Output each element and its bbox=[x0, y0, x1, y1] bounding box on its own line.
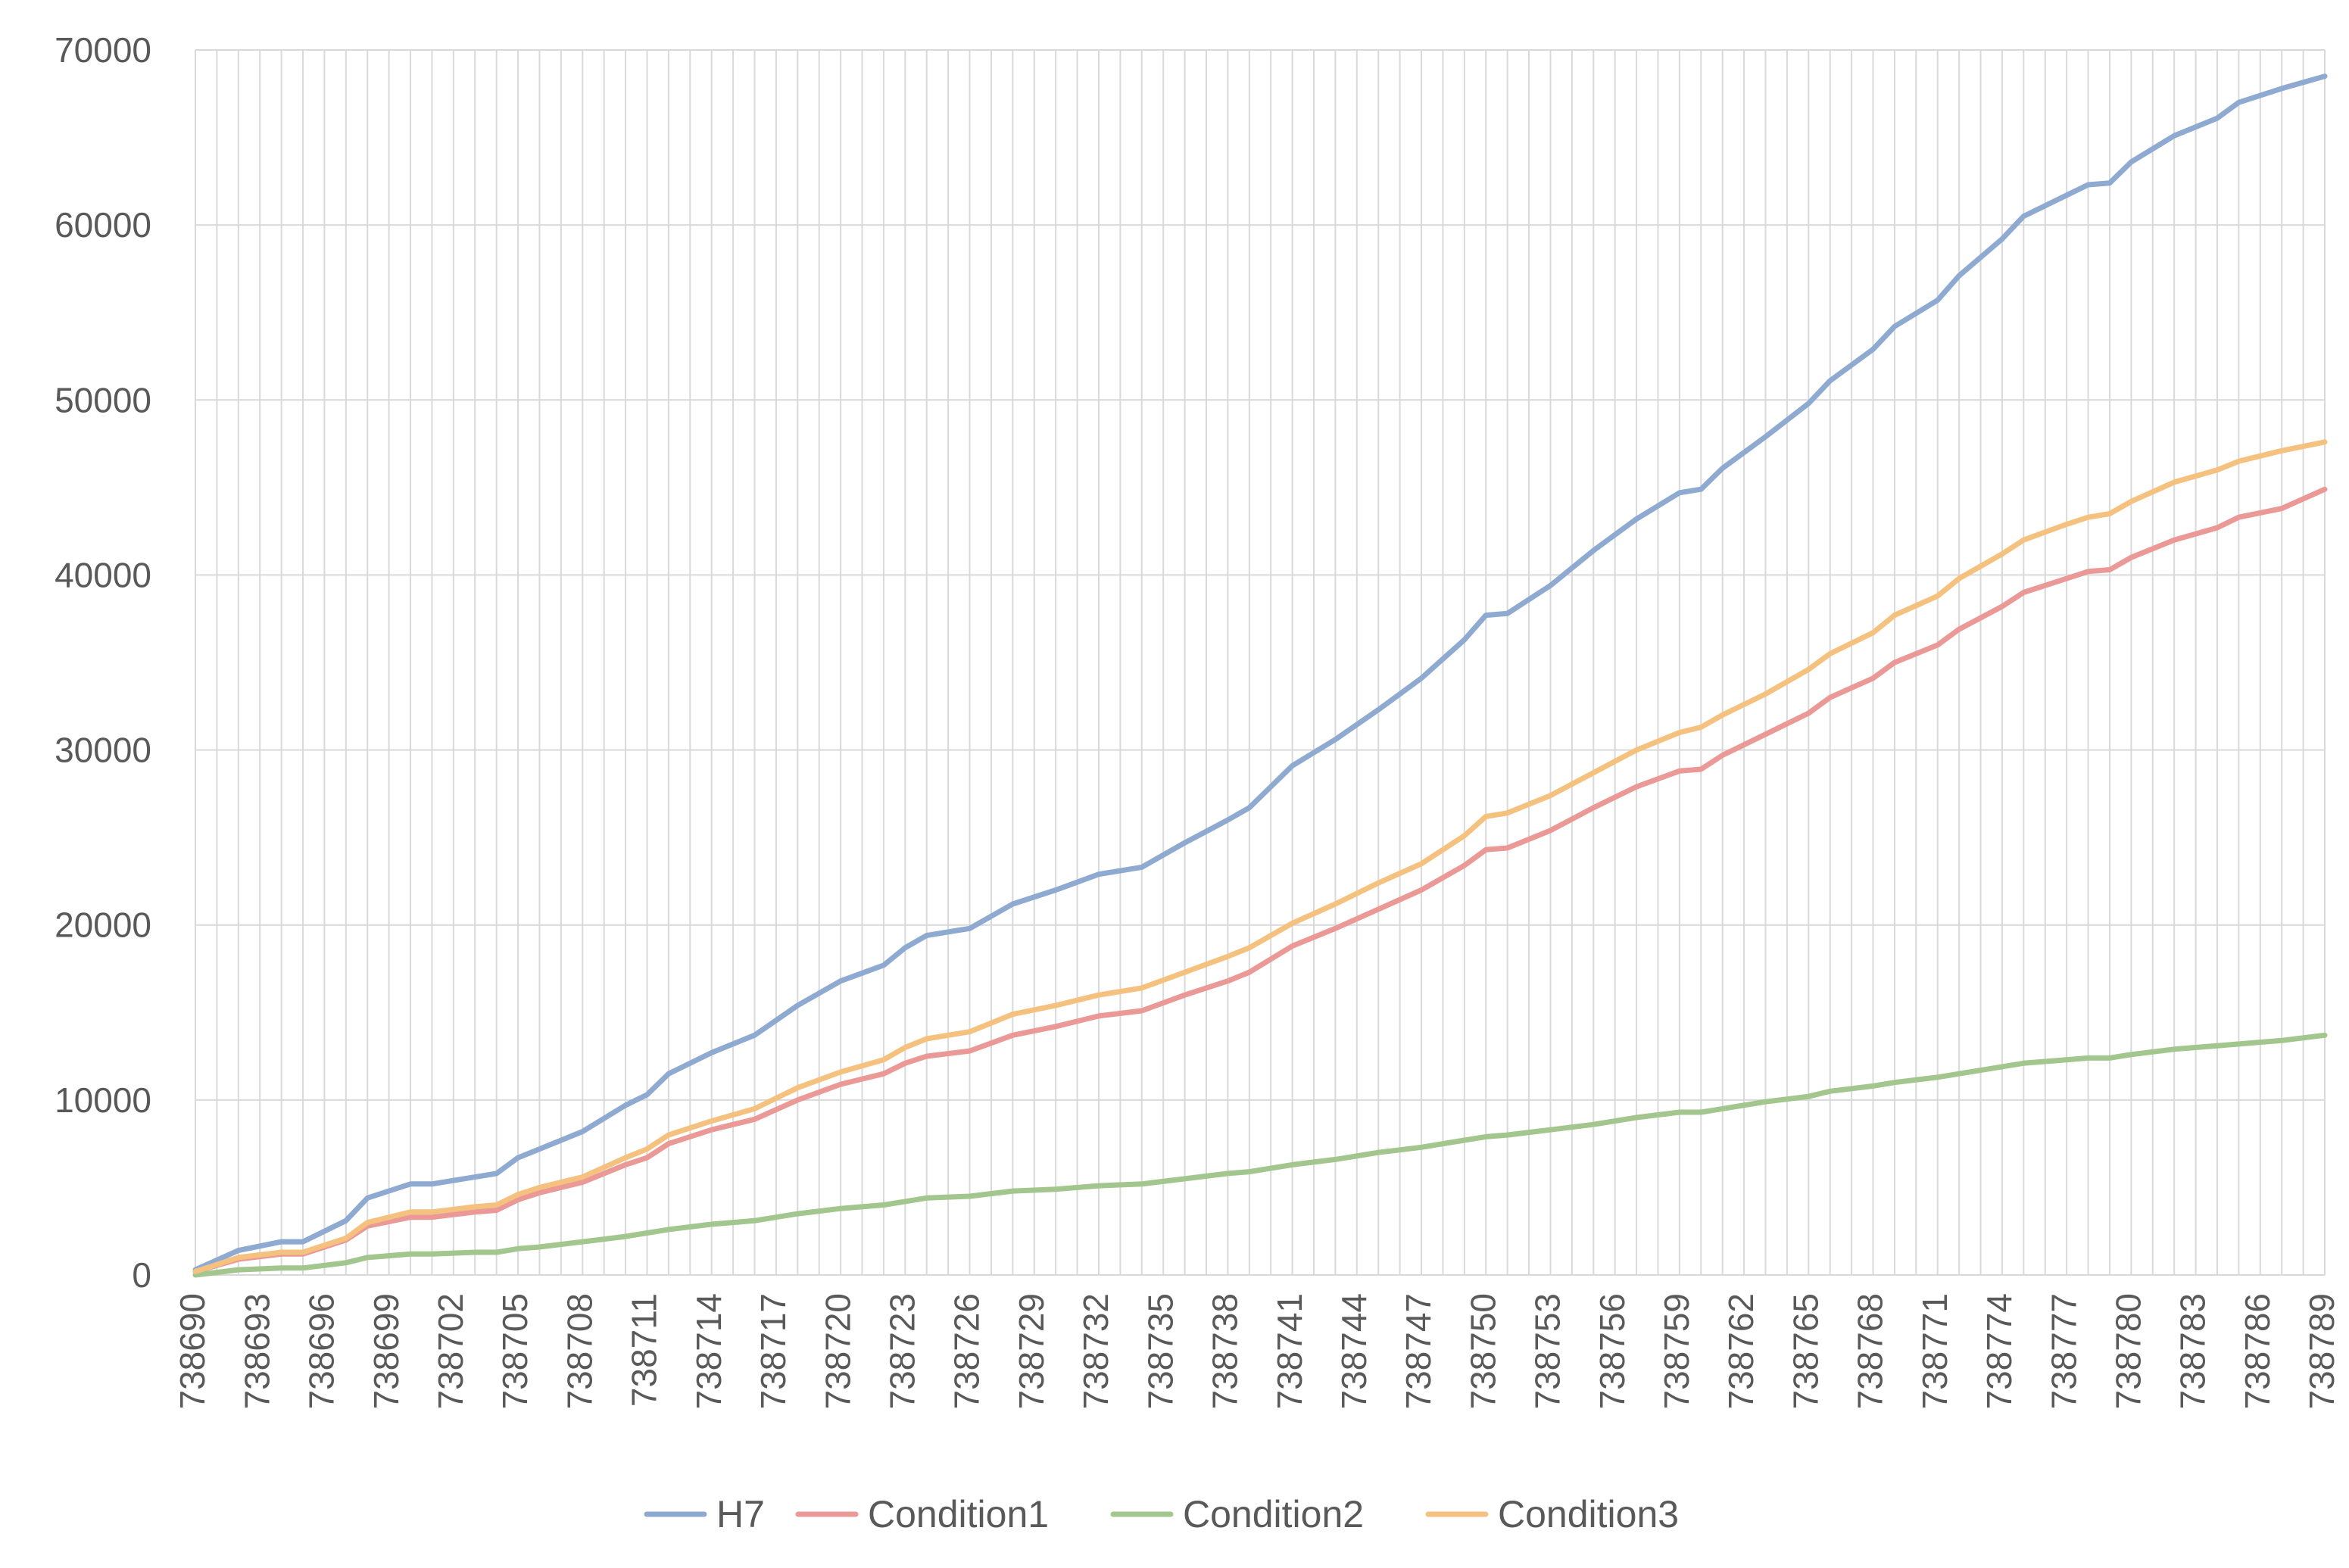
x-axis-tick-labels: 738690 738693 738696 738699 738702 738705 7387… bbox=[173, 1293, 2341, 1410]
x-tick-label: 738780 bbox=[2109, 1293, 2148, 1410]
x-tick-label: 738729 bbox=[1012, 1293, 1051, 1410]
x-tick-label: 738711 bbox=[625, 1293, 664, 1407]
series-line-condition1 bbox=[192, 486, 2328, 1274]
x-tick-label: 738741 bbox=[1270, 1293, 1309, 1410]
x-tick-label: 738789 bbox=[2302, 1293, 2341, 1410]
x-tick-label: 738777 bbox=[2044, 1293, 2083, 1410]
x-tick-label: 738753 bbox=[1528, 1293, 1568, 1410]
x-tick-label: 738696 bbox=[302, 1293, 342, 1410]
x-tick-label: 738720 bbox=[818, 1293, 857, 1410]
x-tick-label: 738762 bbox=[1721, 1293, 1761, 1410]
x-tick-label: 738747 bbox=[1399, 1293, 1438, 1410]
legend: H7 Condition1 Condition2 Condition3 bbox=[644, 1493, 1679, 1535]
x-tick-label: 738783 bbox=[2173, 1293, 2213, 1410]
x-tick-label: 738723 bbox=[882, 1293, 922, 1410]
x-tick-label: 738693 bbox=[237, 1293, 276, 1410]
horizontal-gridlines bbox=[195, 49, 2325, 1276]
legend-label: Condition3 bbox=[1498, 1493, 1679, 1535]
series-line-condition2 bbox=[192, 1032, 2328, 1278]
x-tick-label: 738738 bbox=[1206, 1293, 1245, 1410]
x-tick-label: 738699 bbox=[367, 1293, 406, 1410]
x-tick-label: 738726 bbox=[947, 1293, 987, 1410]
y-tick-label: 30000 bbox=[55, 731, 151, 770]
x-tick-label: 738765 bbox=[1786, 1293, 1825, 1410]
series-lines bbox=[192, 73, 2328, 1278]
x-tick-label: 738735 bbox=[1140, 1293, 1180, 1410]
x-tick-label: 738774 bbox=[1979, 1293, 2019, 1410]
x-tick-label: 738786 bbox=[2238, 1293, 2277, 1410]
x-tick-label: 738702 bbox=[431, 1293, 470, 1410]
x-tick-label: 738759 bbox=[1657, 1293, 1696, 1410]
legend-item-h7: H7 bbox=[644, 1493, 765, 1535]
series-line-h7 bbox=[192, 73, 2328, 1273]
x-tick-label: 738732 bbox=[1076, 1293, 1115, 1410]
x-tick-label: 738771 bbox=[1915, 1293, 1954, 1410]
y-tick-label: 70000 bbox=[55, 30, 151, 70]
x-tick-label: 738705 bbox=[495, 1293, 535, 1410]
y-tick-label: 60000 bbox=[55, 205, 151, 245]
y-tick-label: 50000 bbox=[55, 380, 151, 419]
legend-label: Condition1 bbox=[868, 1493, 1049, 1535]
y-tick-label: 0 bbox=[132, 1255, 151, 1295]
legend-label: H7 bbox=[716, 1493, 765, 1535]
legend-item-condition2: Condition2 bbox=[1110, 1493, 1364, 1535]
legend-item-condition3: Condition3 bbox=[1425, 1493, 1679, 1535]
x-tick-label: 738717 bbox=[753, 1293, 793, 1410]
x-tick-label: 738744 bbox=[1334, 1293, 1374, 1410]
series-line-condition3 bbox=[192, 439, 2328, 1274]
x-tick-label: 738750 bbox=[1463, 1293, 1502, 1410]
y-tick-label: 20000 bbox=[55, 906, 151, 945]
y-tick-label: 40000 bbox=[55, 555, 151, 594]
x-tick-label: 738690 bbox=[173, 1293, 212, 1410]
legend-label: Condition2 bbox=[1183, 1493, 1364, 1535]
y-axis-tick-labels: 0 10000 20000 30000 40000 50000 60000 70000 bbox=[55, 30, 151, 1295]
x-tick-label: 738756 bbox=[1593, 1293, 1632, 1410]
y-tick-label: 10000 bbox=[55, 1080, 151, 1120]
x-tick-label: 738708 bbox=[560, 1293, 599, 1410]
x-tick-label: 738714 bbox=[689, 1293, 728, 1410]
legend-item-condition1: Condition1 bbox=[795, 1493, 1049, 1535]
x-tick-label: 738768 bbox=[1851, 1293, 1890, 1410]
